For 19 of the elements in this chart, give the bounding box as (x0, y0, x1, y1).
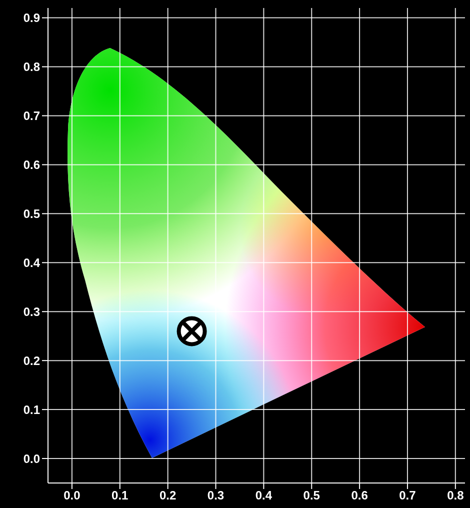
y-tick-label: 0.2 (23, 354, 40, 368)
x-tick-label: 0.6 (351, 488, 368, 503)
x-tick-label: 0.3 (207, 488, 224, 503)
y-tick-label: 0.7 (23, 108, 40, 123)
y-tick-label: 0.6 (23, 158, 40, 172)
x-tick-label: 0.4 (255, 488, 272, 503)
x-tick-label: 0.0 (64, 488, 81, 503)
x-tick-label: 0.5 (303, 488, 320, 503)
y-tick-label: 0.3 (23, 304, 40, 319)
y-tick-label: 0.4 (23, 256, 40, 270)
x-tick-label: 0.7 (399, 488, 416, 503)
x-tick-label: 0.1 (112, 488, 129, 503)
y-tick-label: 0.5 (23, 206, 40, 221)
y-tick-label: 0.8 (23, 60, 40, 74)
y-tick-label: 0.9 (23, 11, 40, 26)
y-tick-label: 0.0 (23, 452, 40, 466)
x-tick-label: 0.2 (159, 488, 176, 503)
y-tick-label: 0.1 (23, 402, 40, 417)
x-tick-label: 0.8 (447, 488, 464, 503)
